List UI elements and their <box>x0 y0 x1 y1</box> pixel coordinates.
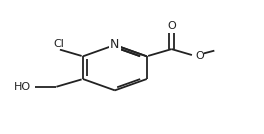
Text: N: N <box>110 38 120 51</box>
Text: HO: HO <box>14 82 31 92</box>
Text: O: O <box>195 51 204 61</box>
Text: O: O <box>167 21 176 31</box>
Text: Cl: Cl <box>53 39 64 49</box>
